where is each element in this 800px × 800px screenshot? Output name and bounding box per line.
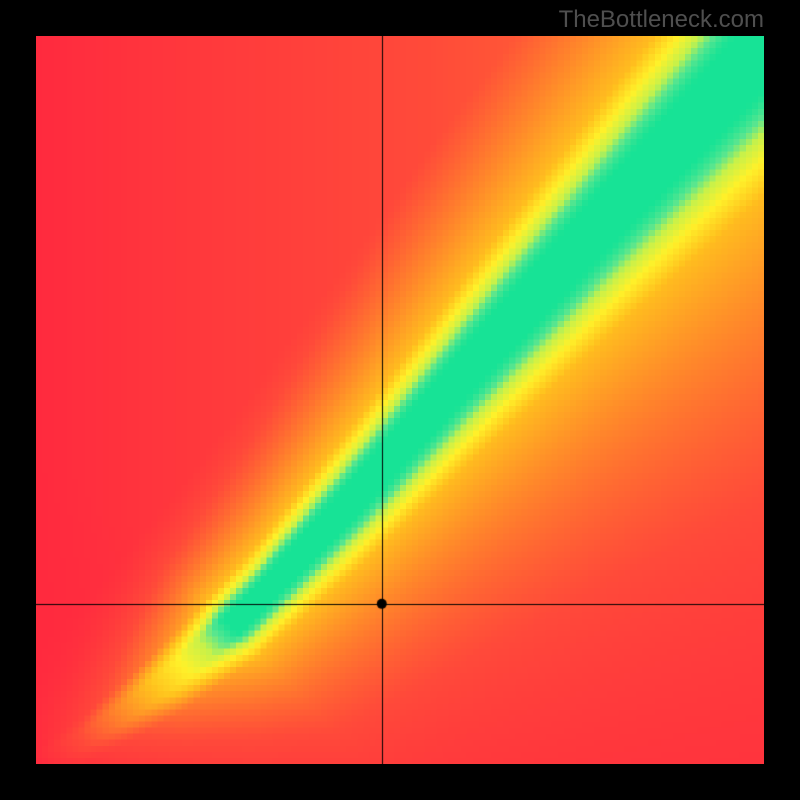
watermark-text: TheBottleneck.com <box>559 6 764 34</box>
bottleneck-heatmap <box>36 36 764 764</box>
chart-container: TheBottleneck.com <box>0 0 800 800</box>
